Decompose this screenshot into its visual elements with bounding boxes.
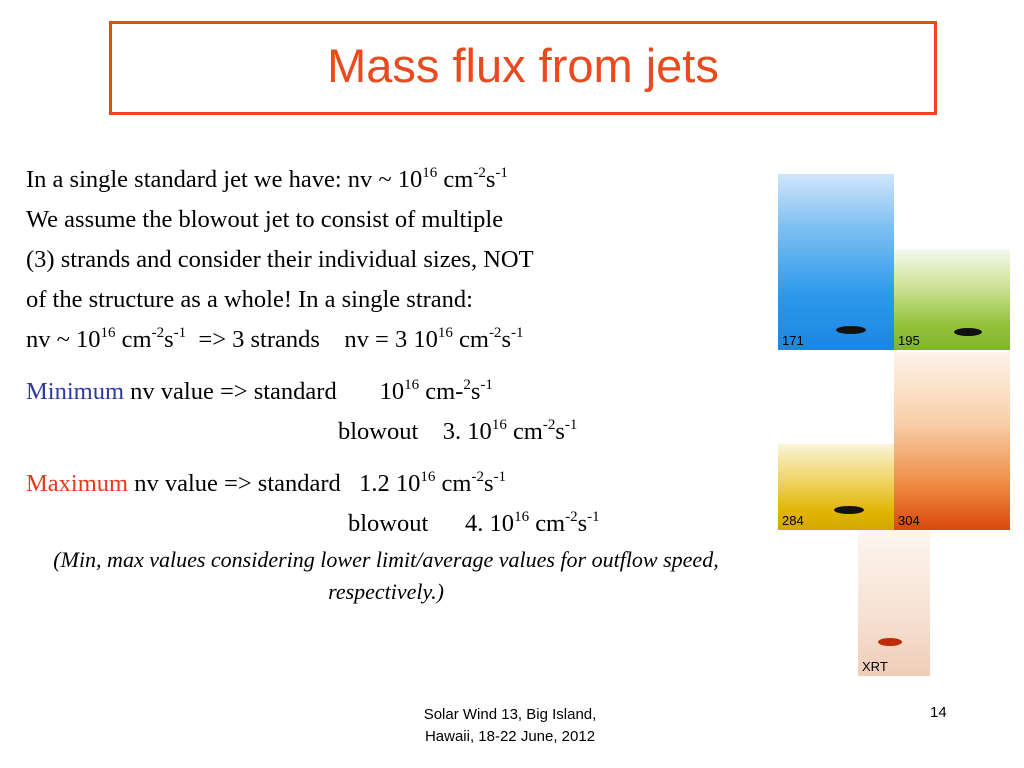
- text-run: cm: [506, 418, 543, 445]
- exponent: -2: [471, 469, 484, 485]
- exponent: -2: [565, 509, 578, 525]
- image-label: 171: [782, 333, 804, 348]
- exponent: -2: [151, 325, 165, 341]
- maximum-label: Maximum: [26, 470, 129, 497]
- image-label: 304: [898, 513, 920, 528]
- minimum-standard-line: Minimum nv value => standard 1016 cm-2s-…: [26, 372, 746, 412]
- maximum-standard-line: Maximum nv value => standard 1.2 1016 cm…: [26, 464, 746, 504]
- image-304: 304: [894, 352, 1010, 530]
- image-284: 284: [778, 444, 894, 530]
- line-strands: (3) strands and consider their individua…: [26, 246, 534, 273]
- image-xrt: XRT: [858, 530, 930, 676]
- text-run: s: [483, 470, 494, 497]
- text-run: blowout 3. 10: [338, 418, 492, 445]
- text-run: cm-: [419, 378, 464, 405]
- slide-body: In a single standard jet we have: nv ~ 1…: [26, 160, 746, 608]
- text-run: => 3 strands nv = 3 10: [186, 326, 438, 353]
- minimum-blowout-line: blowout 3. 1016 cm-2s-1: [26, 412, 746, 452]
- exponent: 16: [514, 509, 530, 525]
- jet-footpoint: [878, 638, 902, 646]
- exponent: 16: [100, 325, 116, 341]
- line-assume: We assume the blowout jet to consist of …: [26, 206, 504, 233]
- image-171: 171: [778, 174, 894, 350]
- text-run: s: [577, 510, 588, 537]
- image-label: 195: [898, 333, 920, 348]
- text-run: cm: [452, 326, 489, 353]
- text-run: s: [470, 378, 481, 405]
- footer-line-1: Solar Wind 13, Big Island,: [423, 706, 597, 723]
- text-run: s: [555, 418, 565, 445]
- exponent: -2: [488, 325, 502, 341]
- exponent: 16: [422, 165, 438, 181]
- line-single-strand: nv ~ 1016 cm-2s-1 => 3 strands nv = 3 10…: [26, 320, 746, 360]
- text-run: blowout 4. 10: [348, 510, 515, 537]
- slide-title: Mass flux from jets: [327, 39, 719, 92]
- exponent: -1: [564, 417, 578, 433]
- minimum-label: Minimum: [26, 378, 125, 405]
- text-run: s: [485, 166, 496, 193]
- text-run: nv value => standard 1.2 10: [128, 470, 421, 497]
- footer: Solar Wind 13, Big Island, Hawaii, 18-22…: [380, 704, 640, 748]
- text-run: cm: [529, 510, 566, 537]
- exponent: -1: [493, 469, 507, 485]
- text-run: s: [164, 326, 174, 353]
- exponent: -1: [173, 325, 187, 341]
- line-standard-jet: In a single standard jet we have: nv ~ 1…: [26, 160, 746, 200]
- exponent: 2: [463, 377, 471, 393]
- text-run: cm: [435, 470, 472, 497]
- image-label: 284: [782, 513, 804, 528]
- text-run: cm: [115, 326, 152, 353]
- exponent: -2: [473, 165, 486, 181]
- footer-line-2: Hawaii, 18-22 June, 2012: [424, 728, 596, 745]
- title-box: Mass flux from jets: [109, 21, 937, 115]
- exponent: 16: [404, 377, 420, 393]
- spacer: [26, 360, 746, 372]
- spacer: [26, 452, 746, 464]
- exponent: -1: [587, 509, 600, 525]
- text-run: cm: [437, 166, 474, 193]
- exponent: -2: [542, 417, 556, 433]
- exponent: -1: [495, 165, 508, 181]
- jet-footpoint: [836, 326, 866, 334]
- exponent: 16: [437, 325, 453, 341]
- maximum-blowout-line: blowout 4. 1016 cm-2s-1: [26, 504, 746, 544]
- exponent: 16: [420, 469, 436, 485]
- image-195: 195: [894, 250, 1010, 350]
- text-run: nv ~ 10: [26, 326, 101, 353]
- exponent: -1: [510, 325, 524, 341]
- text-run: In a single standard jet we have: nv ~ 1…: [26, 166, 423, 193]
- image-label: XRT: [862, 659, 888, 674]
- page-number: 14: [930, 704, 947, 721]
- text-run: nv value => standard 10: [124, 378, 405, 405]
- line-structure: of the structure as a whole! In a single…: [26, 286, 473, 313]
- exponent: 16: [491, 417, 507, 433]
- text-run: s: [501, 326, 511, 353]
- jet-footpoint: [834, 506, 864, 514]
- note-text: (Min, max values considering lower limit…: [53, 547, 719, 604]
- exponent: -1: [480, 377, 493, 393]
- jet-footpoint: [954, 328, 982, 336]
